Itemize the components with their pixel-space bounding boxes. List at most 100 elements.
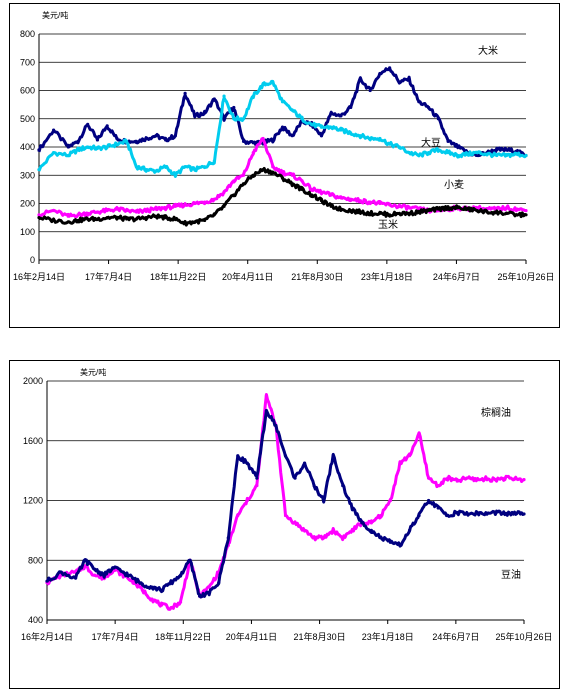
data-point	[93, 567, 97, 571]
data-point	[293, 521, 297, 525]
data-point	[76, 213, 80, 217]
data-point	[193, 201, 197, 206]
series-line-1	[37, 79, 528, 178]
data-point	[368, 211, 372, 215]
data-point	[378, 201, 382, 206]
data-point	[455, 510, 459, 515]
data-point	[83, 564, 87, 568]
y-tick-label: 400	[20, 142, 35, 152]
x-tick-label: 23年1月18日	[362, 631, 414, 642]
data-point	[198, 594, 202, 598]
data-point	[465, 512, 469, 516]
data-point	[222, 190, 226, 194]
data-point	[212, 97, 216, 101]
data-point	[112, 566, 116, 570]
data-point	[339, 128, 343, 132]
data-point	[388, 540, 393, 544]
data-point	[397, 211, 401, 215]
data-point	[159, 588, 164, 592]
data-point	[241, 117, 246, 121]
data-point	[66, 153, 70, 158]
data-point	[59, 570, 63, 574]
x-tick-label: 18年11月22日	[155, 631, 211, 642]
data-point	[456, 206, 460, 210]
data-point	[302, 528, 307, 532]
data-point	[379, 536, 383, 540]
data-point	[398, 461, 402, 465]
data-point	[193, 168, 197, 172]
data-point	[264, 409, 269, 413]
grain-price-chart: 0 100 200 300 400 500 600 700 800 16年2月14日 17年7月4日…	[13, 10, 555, 282]
data-point	[271, 138, 275, 142]
data-point	[310, 193, 314, 197]
data-point	[358, 77, 363, 81]
oil-price-chart: 400 800 1200 1600 2000 16年2月14日 17年7月4日 18年11月2…	[21, 367, 553, 642]
data-point	[115, 207, 119, 211]
data-point	[446, 513, 450, 518]
y-tick-label: 700	[20, 57, 35, 67]
data-point	[436, 506, 440, 510]
data-point	[144, 208, 148, 213]
data-point	[484, 477, 488, 481]
data-point	[322, 536, 326, 540]
series-label: 棕榈油	[481, 406, 511, 419]
data-point	[207, 591, 211, 595]
data-point	[245, 498, 249, 503]
data-point	[251, 151, 255, 155]
x-tick-label: 23年1月18日	[361, 271, 413, 282]
y-tick-label: 800	[20, 29, 35, 39]
data-point	[232, 117, 236, 121]
data-point	[131, 576, 135, 580]
chart-panel-oils: 400 800 1200 1600 2000 16年2月14日 17年7月4日 18年11月2…	[9, 360, 560, 689]
x-tick-label: 18年11月22日	[150, 271, 206, 282]
x-tick-label: 17年7月4日	[92, 631, 139, 642]
data-point	[66, 220, 70, 224]
data-point	[475, 208, 479, 213]
data-point	[86, 217, 90, 221]
data-point	[407, 151, 411, 155]
data-point	[465, 476, 469, 480]
x-tick-label: 21年8月30日	[294, 631, 346, 642]
data-point	[407, 211, 411, 215]
data-point	[212, 213, 216, 217]
series-label: 玉米	[378, 218, 398, 231]
data-point	[232, 179, 236, 183]
data-point	[417, 100, 421, 104]
x-tick-label: 17年7月4日	[85, 271, 132, 282]
data-point	[514, 213, 518, 217]
data-point	[407, 528, 412, 532]
data-point	[503, 476, 507, 480]
data-point	[456, 153, 460, 158]
data-point	[144, 168, 148, 172]
series-line-3	[38, 166, 527, 227]
data-point	[183, 165, 187, 169]
data-point	[105, 208, 109, 213]
data-point	[503, 512, 507, 516]
data-point	[271, 80, 275, 84]
data-point	[350, 528, 354, 532]
data-point	[274, 424, 278, 428]
data-point	[251, 173, 255, 177]
data-point	[169, 606, 173, 610]
data-point	[76, 139, 80, 143]
data-point	[102, 573, 106, 577]
data-point	[261, 168, 265, 172]
data-point	[475, 206, 479, 210]
data-point	[134, 165, 138, 169]
data-point	[202, 218, 207, 223]
data-point	[183, 203, 187, 207]
data-point	[45, 579, 49, 583]
data-point	[207, 585, 211, 589]
data-point	[349, 131, 353, 135]
series-label: 大米	[478, 44, 498, 57]
y-tick-label: 800	[28, 555, 43, 565]
data-point	[349, 208, 353, 213]
data-point	[417, 431, 421, 435]
series-label: 小麦	[444, 179, 464, 191]
data-point	[504, 148, 509, 152]
x-tick-label: 24年6月7日	[432, 631, 479, 642]
x-tick-label: 25年10月26日	[497, 271, 554, 282]
data-point	[164, 216, 168, 220]
data-point	[76, 148, 80, 152]
data-point	[524, 213, 528, 217]
